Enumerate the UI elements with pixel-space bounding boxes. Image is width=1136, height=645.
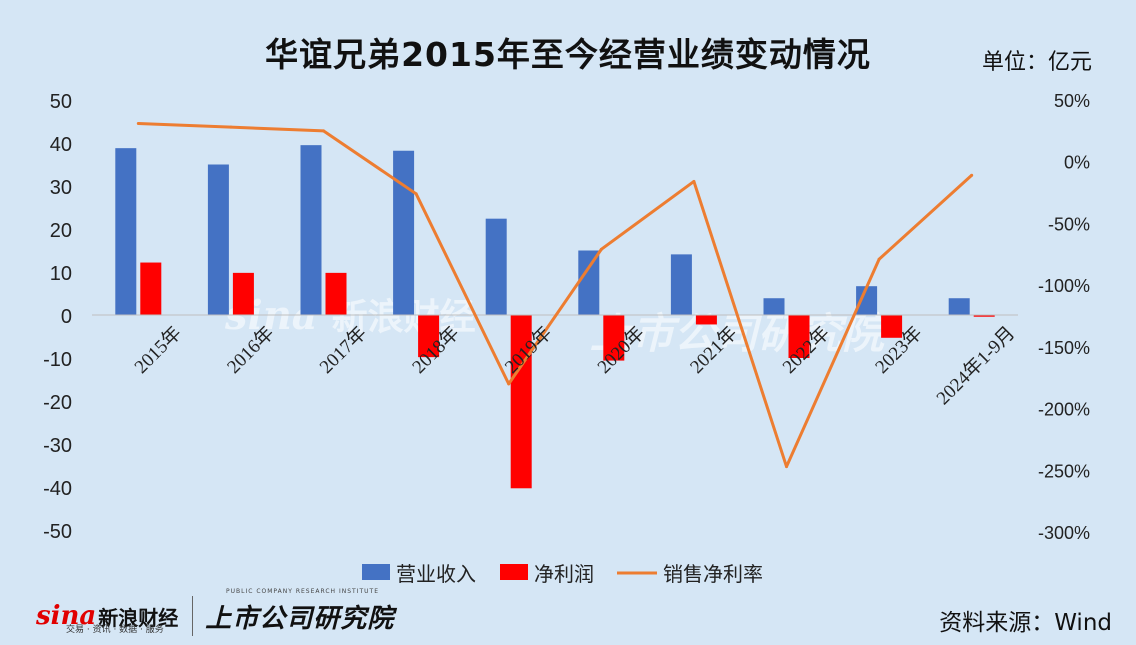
- footer-logos: sina 新浪财经 交易 · 资讯 · 数据 · 服务 上市公司研究院 PUBL…: [36, 588, 395, 640]
- margin-point: [414, 192, 418, 196]
- right-tick-label: 50%: [1054, 91, 1090, 111]
- sina-logo: sina: [36, 601, 97, 631]
- line-layer: [136, 121, 974, 469]
- margin-point: [692, 179, 696, 183]
- right-axis-labels: 50% 0% -50% -100% -150% -200% -250% -300%: [1038, 91, 1090, 543]
- profit-bar: [695, 315, 717, 325]
- revenue-bar: [670, 254, 692, 315]
- legend-swatch: [362, 564, 390, 580]
- margin-point: [970, 173, 974, 177]
- profit-bar: [140, 262, 162, 315]
- margin-line: [138, 121, 973, 469]
- revenue-bar: [300, 145, 322, 315]
- profit-bar: [788, 315, 810, 358]
- logo-divider: [192, 596, 194, 636]
- right-tick-label: 0%: [1064, 153, 1090, 173]
- left-tick-label: 10: [50, 263, 72, 285]
- profit-bar: [973, 315, 995, 317]
- legend-label: 营业收入: [396, 562, 476, 586]
- margin-point: [322, 129, 325, 133]
- legend: 营业收入 净利润 销售净利率: [362, 562, 763, 586]
- category-label: 2016年: [223, 322, 279, 378]
- margin-point: [136, 121, 140, 125]
- chart-title: 华谊兄弟2015年至今经营业绩变动情况: [265, 35, 871, 74]
- revenue-bar: [763, 298, 785, 315]
- legend-swatch: [500, 564, 528, 580]
- left-tick-label: -50: [43, 521, 72, 543]
- right-tick-label: -250%: [1038, 461, 1090, 481]
- category-label: 2024年1-9月: [932, 322, 1019, 409]
- research-sub-label: PUBLIC COMPANY RESEARCH INSTITUTE: [226, 588, 379, 595]
- bars-layer: [115, 145, 995, 489]
- source-label: 资料来源：Wind: [939, 610, 1112, 636]
- left-axis-labels: 50 40 30 20 10 0 -10 -20 -30 -40 -50: [43, 91, 72, 543]
- profit-bar: [232, 272, 254, 315]
- revenue-bar: [578, 250, 600, 315]
- legend-label: 净利润: [534, 562, 594, 586]
- left-tick-label: -30: [43, 435, 72, 457]
- left-tick-label: 40: [50, 134, 72, 156]
- margin-point: [229, 125, 233, 129]
- right-tick-label: -150%: [1038, 338, 1090, 358]
- left-tick-label: 30: [50, 177, 72, 199]
- margin-point: [785, 465, 788, 469]
- sina-sub-label: 交易 · 资讯 · 数据 · 服务: [66, 625, 164, 635]
- revenue-bar: [856, 286, 878, 315]
- revenue-bar: [207, 164, 229, 315]
- revenue-bar: [393, 150, 415, 315]
- unit-label: 单位：亿元: [981, 50, 1092, 75]
- profit-bar: [881, 315, 903, 338]
- legend-label: 销售净利率: [663, 562, 763, 586]
- category-label: 2015年: [130, 322, 186, 378]
- right-tick-label: -100%: [1038, 276, 1090, 296]
- revenue-bar: [115, 148, 137, 315]
- right-tick-label: -200%: [1038, 400, 1090, 420]
- category-label: 2021年: [686, 322, 742, 378]
- sina-cn-label: 新浪财经: [98, 605, 179, 630]
- profit-bar: [325, 272, 347, 315]
- left-tick-label: 0: [61, 306, 72, 328]
- profit-bar: [603, 315, 625, 361]
- left-tick-label: 20: [50, 220, 72, 242]
- category-label: 2017年: [315, 322, 371, 378]
- margin-point: [877, 257, 881, 261]
- left-tick-label: -20: [43, 392, 72, 414]
- right-tick-label: -50%: [1048, 214, 1090, 234]
- left-tick-label: -10: [43, 349, 72, 371]
- margin-point: [507, 382, 511, 386]
- revenue-bar: [485, 218, 507, 315]
- left-tick-label: 50: [50, 91, 72, 113]
- left-tick-label: -40: [43, 478, 72, 500]
- profit-bar: [418, 315, 440, 358]
- right-tick-label: -300%: [1038, 523, 1090, 543]
- research-logo: 上市公司研究院: [205, 603, 395, 634]
- revenue-bar: [948, 298, 970, 315]
- margin-point: [599, 247, 603, 251]
